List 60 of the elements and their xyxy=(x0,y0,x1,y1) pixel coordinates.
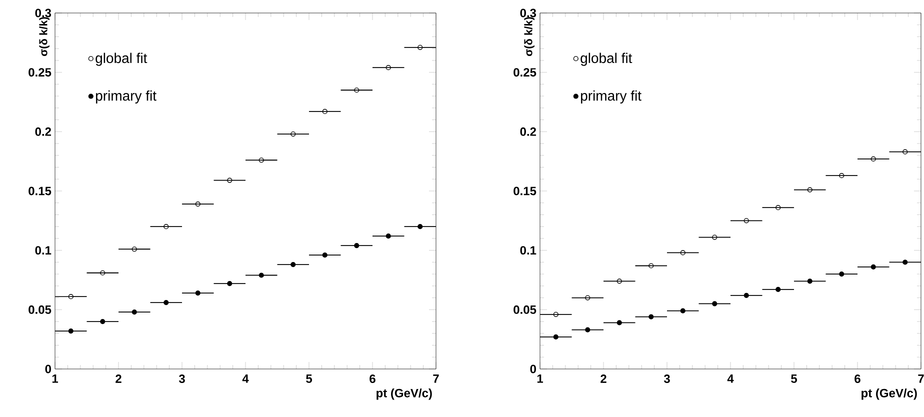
x-tick-label: 5 xyxy=(791,374,797,383)
y-tick-label: 0 xyxy=(530,364,536,374)
point xyxy=(195,290,200,296)
point xyxy=(322,252,328,258)
x-tick-label: 5 xyxy=(306,374,312,383)
point xyxy=(100,318,106,324)
point xyxy=(227,280,232,286)
point xyxy=(616,320,622,326)
y-tick-label: 0.25 xyxy=(514,68,536,77)
point xyxy=(839,272,844,277)
x-tick-label: 3 xyxy=(664,374,670,384)
x-axis-title: pt (GeV/c) xyxy=(376,388,432,400)
y-tick-label: 0.25 xyxy=(28,68,52,77)
y-tick-label: 0.15 xyxy=(28,186,52,196)
x-tick-label: 2 xyxy=(600,374,606,383)
point xyxy=(418,224,423,230)
legend-label: primary fit xyxy=(580,90,642,104)
x-tick-label: 7 xyxy=(918,374,924,383)
point xyxy=(258,272,264,278)
point xyxy=(354,243,360,248)
x-tick-label: 3 xyxy=(178,374,185,384)
x-axis-title: pt (GeV/c) xyxy=(862,388,917,400)
y-tick-label: 0.1 xyxy=(35,246,52,255)
y-tick-label: 0.3 xyxy=(35,8,52,18)
x-tick-label: 4 xyxy=(242,374,249,383)
point xyxy=(164,300,169,306)
y-tick-label: 0.05 xyxy=(514,305,536,314)
x-tick-label: 6 xyxy=(854,374,860,384)
legend-label: global fit xyxy=(580,52,632,66)
point xyxy=(744,292,749,298)
y-tick-label: 0.05 xyxy=(28,305,52,314)
x-tick-label: 1 xyxy=(537,374,544,383)
x-tick-label: 2 xyxy=(116,374,122,383)
y-tick-label: 0.1 xyxy=(520,246,536,255)
y-tick-label: 0 xyxy=(45,364,51,374)
point xyxy=(386,234,391,239)
point xyxy=(712,301,718,306)
y-tick-label: 0.2 xyxy=(35,127,51,136)
y-tick-label: 0.3 xyxy=(520,8,536,18)
point xyxy=(902,260,908,265)
point xyxy=(585,327,590,332)
y-tick-label: 0.2 xyxy=(520,127,536,136)
point xyxy=(680,308,686,314)
point xyxy=(553,334,558,340)
x-tick-label: 7 xyxy=(433,374,439,383)
point xyxy=(290,262,296,268)
point xyxy=(132,309,137,315)
point xyxy=(648,314,654,320)
x-tick-label: 4 xyxy=(727,374,734,383)
point xyxy=(68,328,74,334)
legend-label: global fit xyxy=(96,52,148,66)
y-axis-title: σ(δ k/k) xyxy=(524,17,534,56)
x-tick-label: 1 xyxy=(52,374,58,383)
y-tick-label: 0.15 xyxy=(514,186,536,196)
point xyxy=(776,286,781,292)
y-axis-title: σ(δ k/k) xyxy=(39,17,50,56)
x-tick-label: 6 xyxy=(370,374,376,384)
point xyxy=(807,278,812,284)
point xyxy=(870,264,876,270)
legend-label: primary fit xyxy=(96,90,156,104)
